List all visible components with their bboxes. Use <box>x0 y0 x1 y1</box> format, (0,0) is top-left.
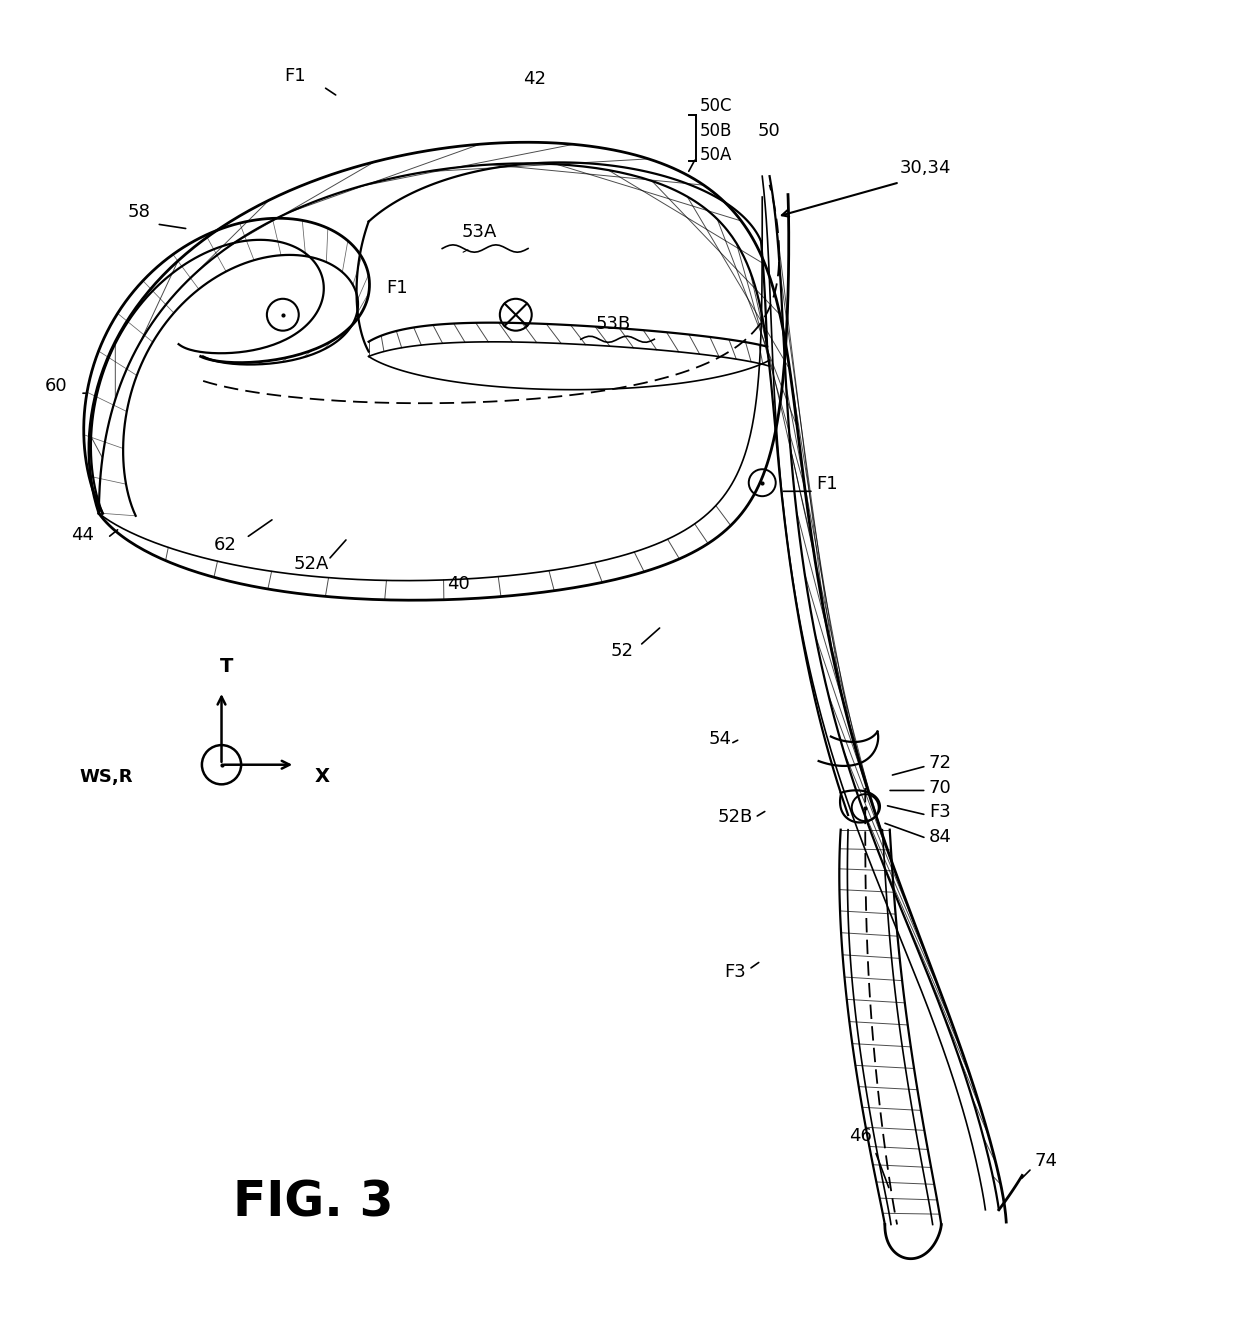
Text: X: X <box>315 768 330 786</box>
Text: 74: 74 <box>1034 1152 1058 1169</box>
Text: 50C: 50C <box>699 98 732 115</box>
Text: 58: 58 <box>128 202 151 221</box>
Text: T: T <box>219 658 233 676</box>
Text: FIG. 3: FIG. 3 <box>233 1178 394 1226</box>
Text: F1: F1 <box>816 474 838 493</box>
Text: 70: 70 <box>929 779 952 797</box>
Text: 72: 72 <box>929 754 952 773</box>
Text: 52A: 52A <box>294 555 329 572</box>
Text: 60: 60 <box>45 376 67 395</box>
Text: F3: F3 <box>929 803 951 822</box>
Text: 62: 62 <box>213 536 237 553</box>
Text: 40: 40 <box>446 576 470 593</box>
Text: F1: F1 <box>386 279 408 297</box>
Text: 52B: 52B <box>718 808 753 827</box>
Text: 42: 42 <box>523 70 546 89</box>
Text: 50A: 50A <box>699 147 732 164</box>
Text: 46: 46 <box>849 1127 872 1145</box>
Text: 53B: 53B <box>595 316 631 333</box>
Text: 84: 84 <box>929 828 952 845</box>
Text: F3: F3 <box>724 963 746 980</box>
Text: 50B: 50B <box>699 122 732 140</box>
Text: 30,34: 30,34 <box>899 159 951 177</box>
Text: 53A: 53A <box>461 223 497 242</box>
Text: 50: 50 <box>758 122 780 140</box>
Text: WS,R: WS,R <box>79 768 133 786</box>
Text: 54: 54 <box>709 731 732 748</box>
Text: 52: 52 <box>611 642 634 659</box>
Text: F1: F1 <box>284 66 306 85</box>
Text: 44: 44 <box>72 526 94 544</box>
